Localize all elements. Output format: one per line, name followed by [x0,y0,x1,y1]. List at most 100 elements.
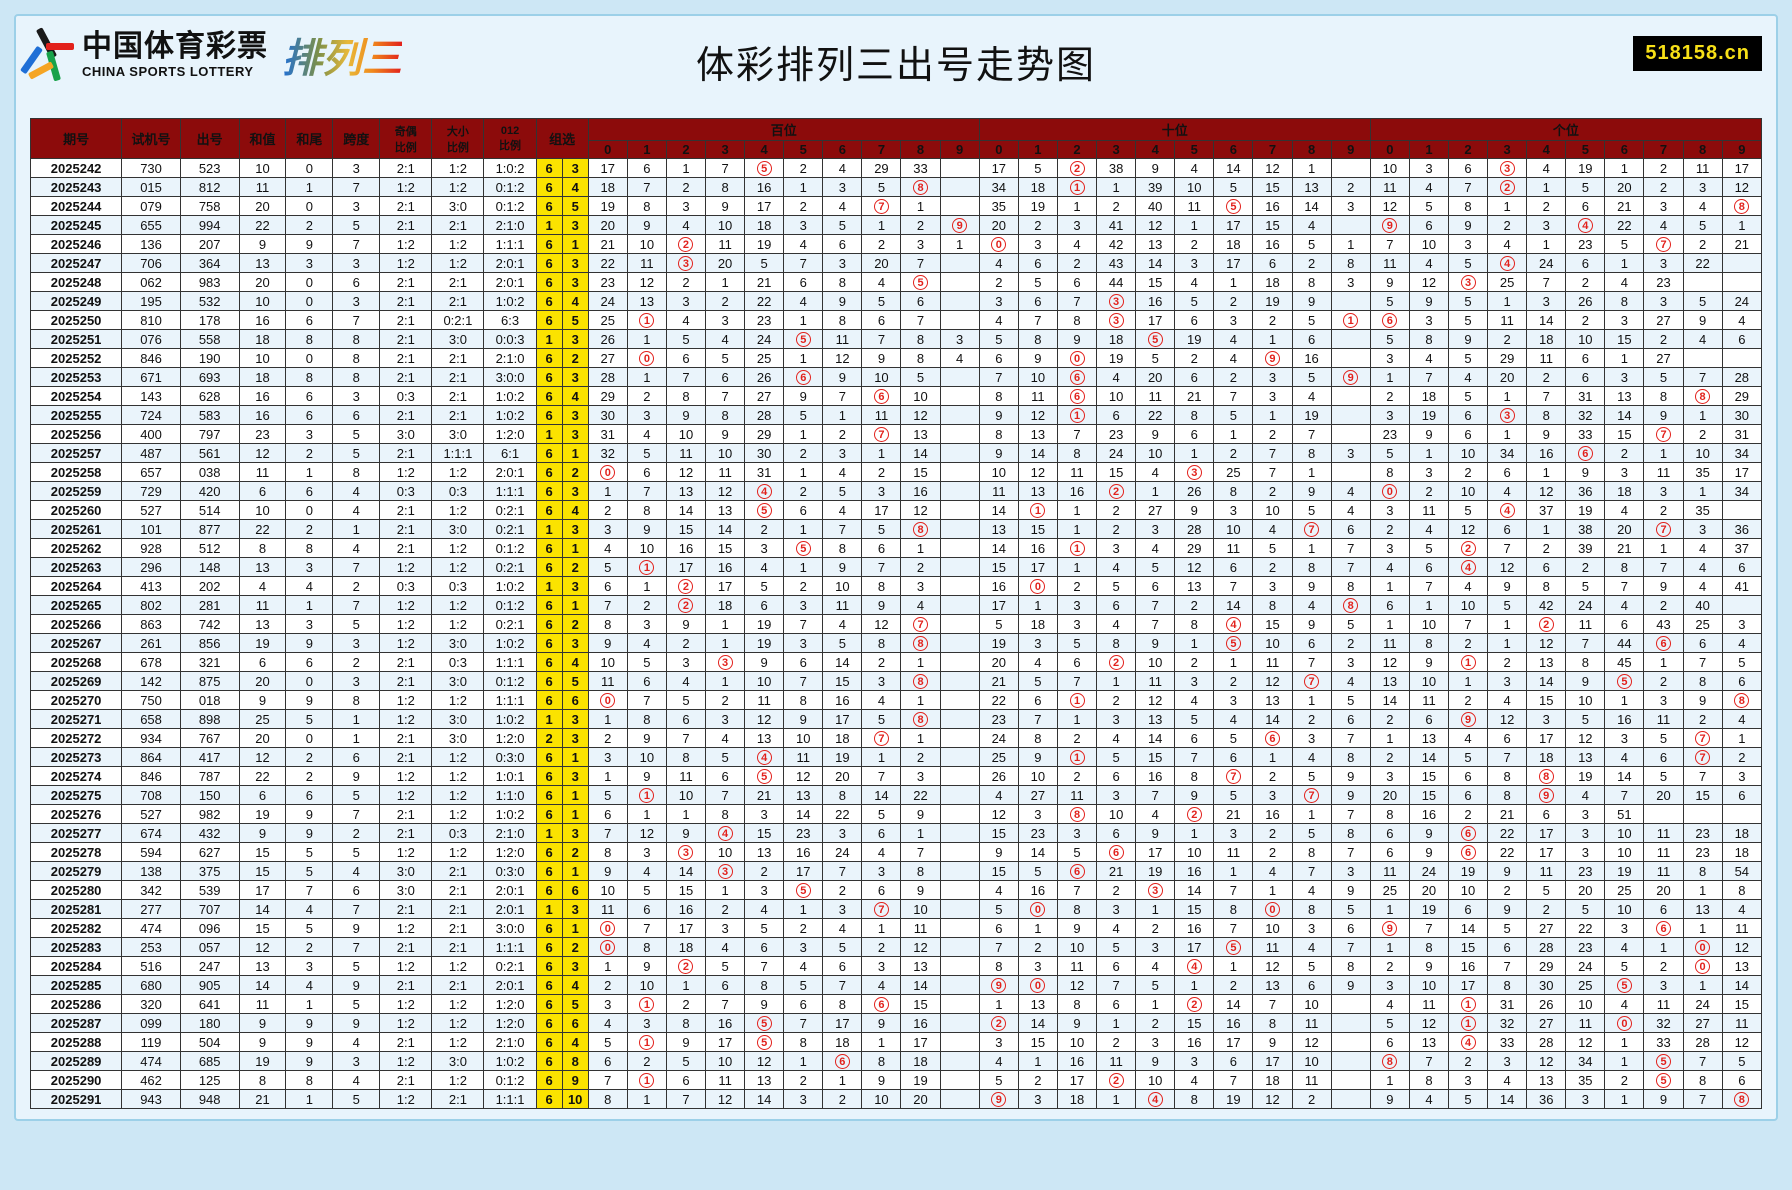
cell-tens-6: 14 [1214,995,1253,1014]
cell-hundreds-3: 4 [706,330,745,349]
cell-hundreds-9 [940,691,979,710]
cell-units-5: 6 [1566,368,1605,387]
cell-012: 0:0:3 [484,330,536,349]
cell-units-8: 7 [1683,368,1722,387]
cell-units-8: 25 [1683,615,1722,634]
cell-units-9: 12 [1722,1033,1761,1052]
cell-hundreds-1: 1 [627,311,666,330]
cell-tens-2: 6 [1057,368,1096,387]
cell-oe: 2:1 [380,349,432,368]
cell-tens-4: 4 [1136,957,1175,976]
cell-zx2: 4 [562,387,588,406]
cell-tens-3: 2 [1097,1033,1136,1052]
cell-draw: 583 [180,406,239,425]
cell-hundreds-1: 1 [627,1090,666,1109]
cell-zx2: 1 [562,862,588,881]
cell-units-4: 18 [1527,330,1566,349]
cell-bs: 2:1 [432,938,484,957]
trend-table: 期号 试机号 出号 和值 和尾 跨度 奇偶 比例 大小 比例 012 比例 组选 百位… [30,118,1762,1109]
cell-hundreds-4: 14 [745,1090,784,1109]
cell-trial: 296 [122,558,181,577]
cell-tens-4: 9 [1136,1052,1175,1071]
cell-sum: 20 [239,197,286,216]
cell-tens-1: 1 [1018,1052,1057,1071]
cell-units-0: 3 [1370,767,1409,786]
cell-zx2: 3 [562,482,588,501]
cell-hundreds-1: 9 [627,957,666,976]
cell-units-0: 2 [1370,710,1409,729]
cell-period: 2025291 [31,1090,122,1109]
cell-hundreds-3: 3 [706,653,745,672]
cell-tens-8: 7 [1292,672,1331,691]
cell-oe: 2:1 [380,824,432,843]
cell-period: 2025258 [31,463,122,482]
cell-hundreds-7: 3 [862,862,901,881]
cell-zx1: 6 [536,672,562,691]
cell-hundreds-0: 18 [588,178,627,197]
cell-hundreds-6: 3 [823,824,862,843]
col-header-period: 期号 [31,119,122,159]
cell-hundreds-1: 7 [627,919,666,938]
cell-zx1: 6 [536,786,562,805]
cell-units-4: 13 [1527,1071,1566,1090]
cell-hundreds-5: 2 [784,577,823,596]
cell-012: 0:2:1 [484,501,536,520]
cell-tens-0: 24 [979,729,1018,748]
cell-hundreds-1: 5 [627,653,666,672]
cell-tens-6: 14 [1214,159,1253,178]
cell-trial: 474 [122,1052,181,1071]
cell-tens-3: 2 [1097,1071,1136,1090]
cell-bs: 1:2 [432,995,484,1014]
cell-zx1: 6 [536,938,562,957]
cell-hundreds-7: 10 [862,1090,901,1109]
cell-hundreds-1: 1 [627,1033,666,1052]
cell-units-4: 3 [1527,292,1566,311]
cell-oe: 2:1 [380,729,432,748]
cell-bs: 2:1 [432,862,484,881]
cell-tens-6: 16 [1214,1014,1253,1033]
cell-hundreds-3: 2 [706,691,745,710]
logo-cn-text: 中国体育彩票 [82,31,268,63]
cell-units-0: 3 [1370,406,1409,425]
cell-tens-3: 10 [1097,387,1136,406]
table-row: 2025290 462 125 8 8 4 2:1 1:2 0:1:2 6 9 7 1 6 11 13 2 1 9 1… [31,1071,1762,1090]
cell-tens-2: 7 [1057,292,1096,311]
cell-hundreds-2: 9 [666,1033,705,1052]
cell-hundreds-6: 3 [823,254,862,273]
cell-hundreds-7: 7 [862,900,901,919]
cell-draw: 178 [180,311,239,330]
cell-span: 4 [333,862,380,881]
cell-hundreds-6: 6 [823,957,862,976]
cell-tens-2: 8 [1057,805,1096,824]
cell-tens-3: 8 [1097,634,1136,653]
cell-tens-4: 11 [1136,387,1175,406]
cell-units-8: 8 [1683,672,1722,691]
cell-hundreds-9 [940,254,979,273]
cell-trial: 487 [122,444,181,463]
cell-tens-5: 1 [1175,976,1214,995]
cell-tens-3: 21 [1097,862,1136,881]
cell-units-3: 2 [1488,178,1527,197]
cell-hundreds-5: 1 [784,311,823,330]
cell-oe: 2:1 [380,444,432,463]
cell-zx1: 6 [536,292,562,311]
cell-tens-3: 5 [1097,577,1136,596]
cell-tens-6: 5 [1214,406,1253,425]
cell-units-6: 10 [1605,900,1644,919]
cell-hundreds-7: 3 [862,482,901,501]
cell-tens-9 [1331,159,1370,178]
cell-tens-3: 6 [1097,767,1136,786]
cell-units-4: 24 [1527,254,1566,273]
cell-tens-3: 10 [1097,805,1136,824]
cell-oe: 2:1 [380,976,432,995]
cell-hundreds-2: 2 [666,577,705,596]
cell-units-3: 1 [1488,425,1527,444]
cell-sum: 9 [239,1033,286,1052]
cell-012: 2:0:1 [484,976,536,995]
cell-trial: 724 [122,406,181,425]
cell-trial: 678 [122,653,181,672]
table-row: 2025269 142 875 20 0 3 2:1 3:0 0:1:2 6 5 11 6 4 1 10 7 15… [31,672,1762,691]
cell-units-4: 37 [1527,501,1566,520]
cell-units-2: 3 [1448,1071,1487,1090]
cell-units-5: 6 [1566,349,1605,368]
